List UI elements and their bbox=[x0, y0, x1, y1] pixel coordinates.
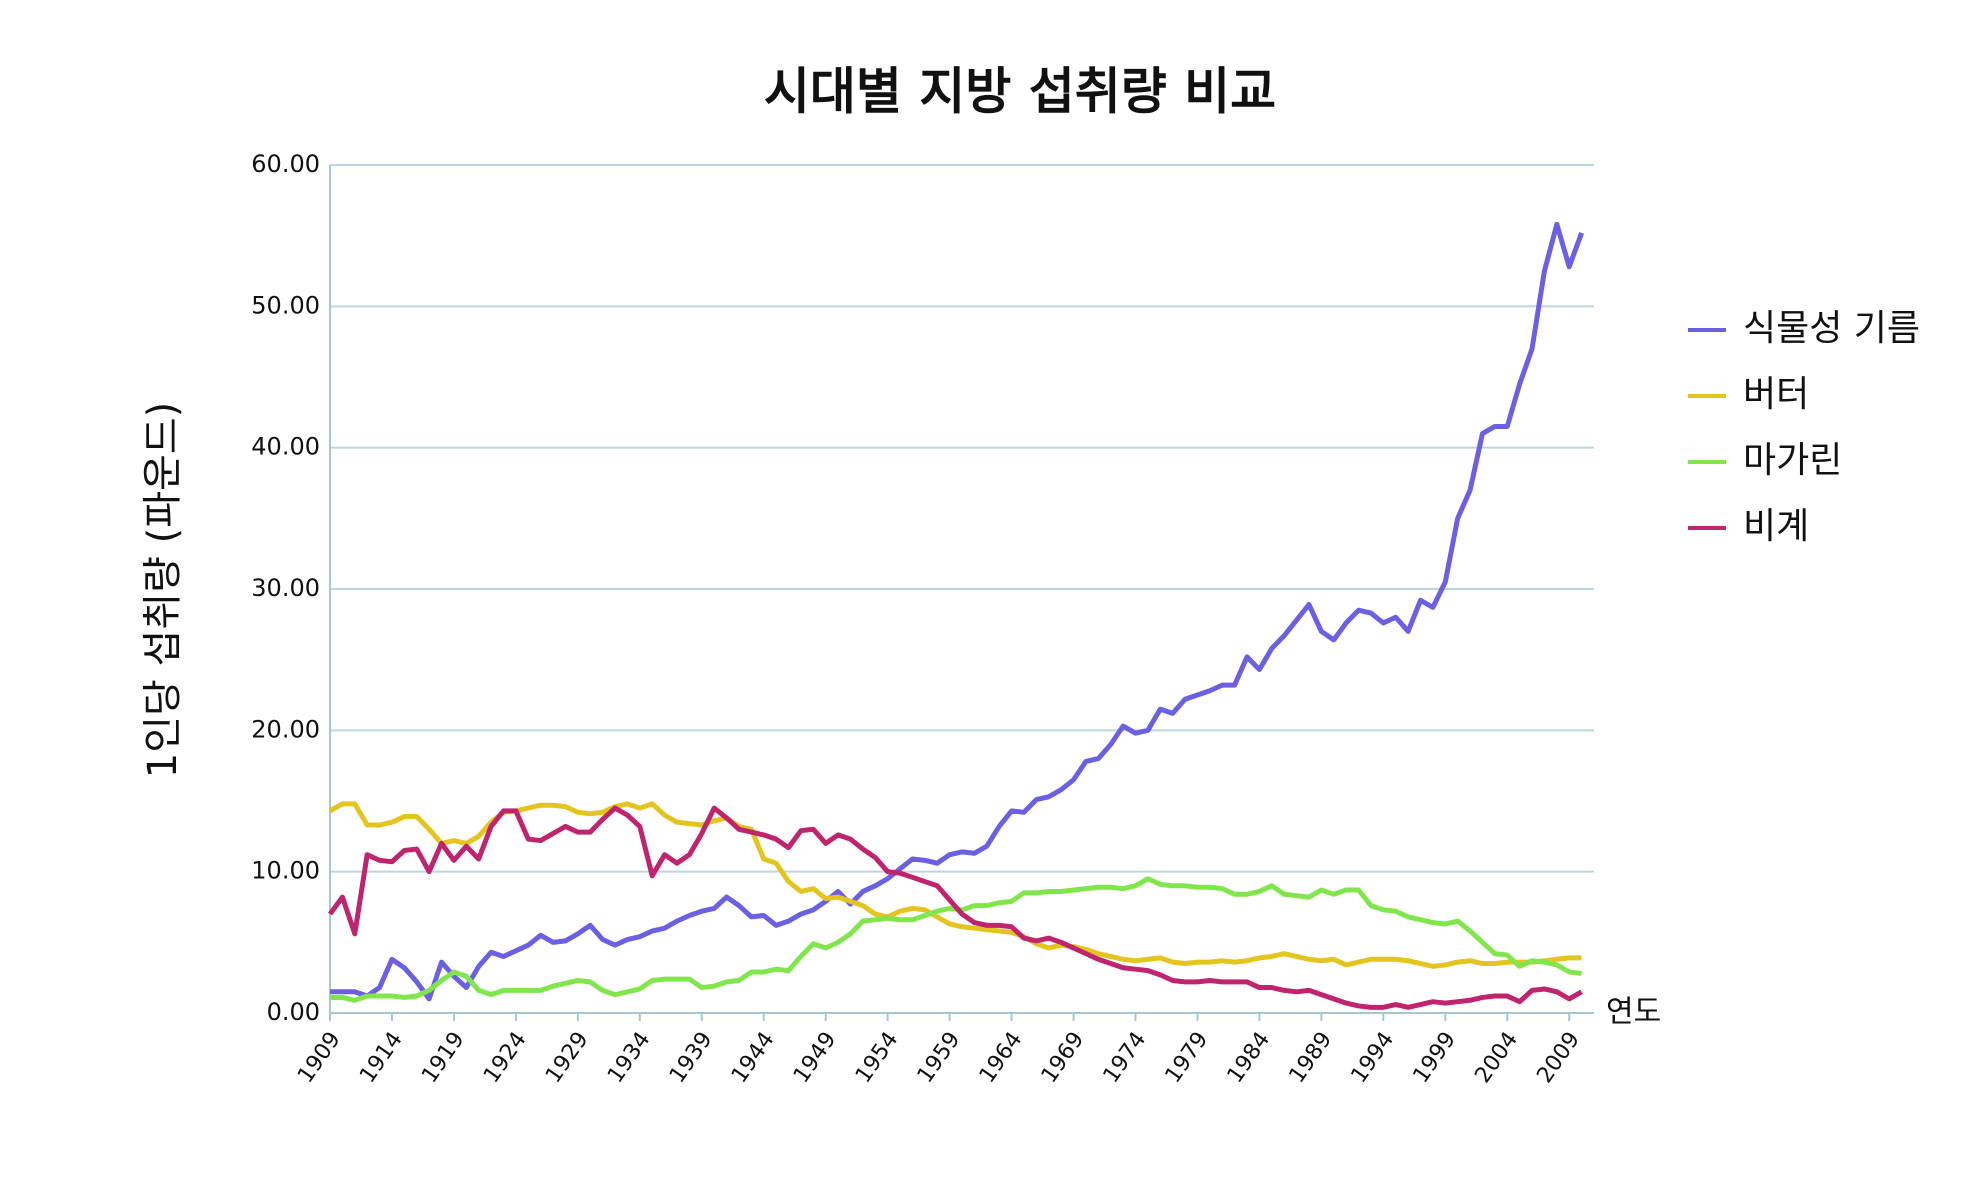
chart-title: 시대별 지방 섭취량 비교 bbox=[764, 63, 1276, 121]
x-tick-label: 1984 bbox=[1223, 1028, 1276, 1088]
x-tick-label: 1939 bbox=[665, 1028, 718, 1088]
x-tick-label: 1969 bbox=[1037, 1028, 1090, 1088]
y-tick-label: 30.00 bbox=[251, 574, 320, 602]
y-tick-label: 40.00 bbox=[251, 433, 320, 461]
x-tick-label: 1944 bbox=[727, 1028, 780, 1088]
x-tick-label: 1914 bbox=[355, 1028, 408, 1088]
data-line bbox=[328, 801, 1582, 969]
x-tick-label: 1934 bbox=[603, 1028, 656, 1088]
y-tick-label: 50.00 bbox=[251, 291, 320, 319]
x-tick-label: 2009 bbox=[1532, 1028, 1585, 1088]
legend-label: 마가린 bbox=[1743, 440, 1842, 481]
x-tick-label: 1954 bbox=[851, 1028, 904, 1088]
x-tick-label: 1964 bbox=[975, 1028, 1028, 1088]
x-tick-label: 1959 bbox=[913, 1028, 966, 1088]
data-line bbox=[327, 805, 1583, 1010]
x-tick-label: 1919 bbox=[417, 1028, 470, 1088]
y-tick-label: 60.00 bbox=[251, 150, 320, 178]
x-tick-label: 1989 bbox=[1285, 1028, 1338, 1088]
legend-label: 식물성 기름 bbox=[1743, 308, 1920, 349]
y-tick-label: 10.00 bbox=[251, 857, 320, 885]
y-tick-label: 0.00 bbox=[267, 998, 320, 1026]
x-tick-label: 1974 bbox=[1099, 1028, 1152, 1088]
x-tick-label: 1909 bbox=[293, 1028, 346, 1088]
data-line bbox=[330, 221, 1584, 1002]
x-tick-label: 1924 bbox=[479, 1028, 532, 1088]
x-tick-label: 1929 bbox=[541, 1028, 594, 1088]
x-tick-label: 1994 bbox=[1347, 1028, 1400, 1088]
data-line bbox=[330, 876, 1582, 1003]
x-tick-label: 1999 bbox=[1409, 1028, 1462, 1088]
x-tick-label: 1949 bbox=[789, 1028, 842, 1088]
x-tick-label: 1979 bbox=[1161, 1028, 1214, 1088]
y-axis-label: 1인당 섭취량 (파운드) bbox=[140, 402, 186, 779]
x-tick-label: 2004 bbox=[1470, 1028, 1523, 1088]
legend-label: 비계 bbox=[1743, 506, 1809, 547]
x-axis-label: 연도 bbox=[1606, 995, 1661, 1030]
legend-label: 버터 bbox=[1743, 374, 1809, 415]
y-tick-label: 20.00 bbox=[251, 715, 320, 743]
